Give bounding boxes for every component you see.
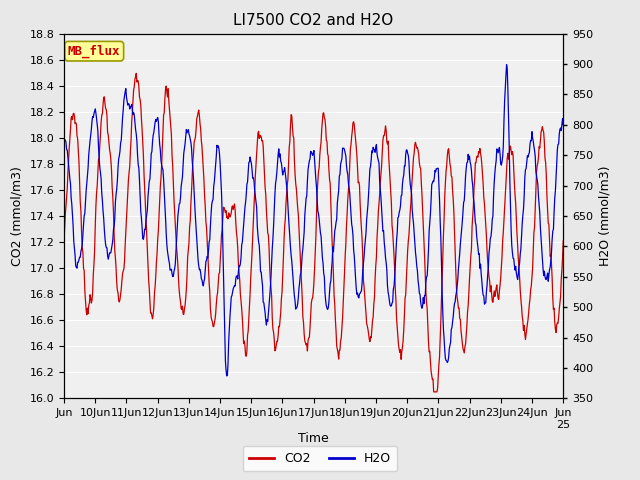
CO2	[60, 240, 68, 245]
H2O	[211, 179, 218, 184]
Title: LI7500 CO2 and H2O: LI7500 CO2 and H2O	[234, 13, 394, 28]
CO2	[255, 128, 262, 134]
Line: H2O: H2O	[64, 65, 563, 376]
X-axis label: Time: Time	[298, 432, 329, 445]
Line: CO2: CO2	[64, 73, 563, 392]
CO2	[211, 317, 219, 323]
CO2	[430, 389, 438, 395]
H2O	[60, 133, 68, 139]
H2O	[236, 264, 244, 269]
CO2	[236, 277, 244, 283]
H2O	[119, 115, 127, 120]
CO2	[394, 325, 401, 331]
CO2	[365, 336, 373, 342]
CO2	[119, 271, 127, 276]
Legend: CO2, H2O: CO2, H2O	[243, 446, 397, 471]
H2O	[365, 178, 373, 183]
H2O	[223, 373, 230, 379]
CO2	[559, 238, 567, 244]
Y-axis label: CO2 (mmol/m3): CO2 (mmol/m3)	[11, 166, 24, 266]
H2O	[255, 239, 262, 245]
H2O	[394, 229, 401, 235]
Y-axis label: H2O (mmol/m3): H2O (mmol/m3)	[599, 166, 612, 266]
H2O	[503, 62, 511, 68]
H2O	[559, 122, 567, 128]
Text: MB_flux: MB_flux	[68, 45, 120, 58]
CO2	[132, 71, 140, 76]
